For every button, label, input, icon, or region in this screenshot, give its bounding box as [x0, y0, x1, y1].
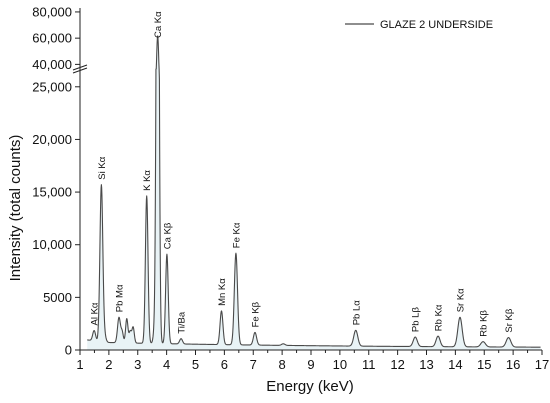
x-tick-label: 7 — [250, 357, 257, 372]
peak-label: Sr Kβ — [504, 308, 515, 332]
y-tick-label: 5000 — [43, 290, 72, 305]
peak-label: Rb Kβ — [479, 310, 490, 337]
peak-label: Fe Kα — [231, 222, 242, 248]
spectrum-line — [86, 35, 541, 348]
peak-label: Mn Kα — [217, 278, 228, 306]
peak-label: K Kα — [142, 170, 153, 191]
y-tick-label: 60,000 — [32, 31, 72, 46]
peak-label: Pb Lα — [351, 300, 362, 326]
peak-label: Pb Lβ — [411, 307, 422, 333]
x-axis-title: Energy (keV) — [266, 378, 354, 395]
peak-label: Rb Kα — [434, 304, 445, 331]
x-tick-label: 14 — [448, 357, 462, 372]
x-tick-label: 3 — [134, 357, 141, 372]
x-tick-label: 9 — [307, 357, 314, 372]
y-tick-label: 25,000 — [32, 79, 72, 94]
x-tick-label: 15 — [477, 357, 491, 372]
x-tick-label: 5 — [192, 357, 199, 372]
spectrum-curve-layer — [86, 35, 541, 348]
y-axis-title: Intensity (total counts) — [7, 135, 24, 282]
peak-label: Ca Kβ — [162, 222, 173, 249]
axis-break-mark — [72, 67, 88, 74]
x-tick-label: 11 — [362, 357, 376, 372]
peak-label: Sr Kα — [456, 288, 467, 312]
legend: GLAZE 2 UNDERSIDE — [345, 19, 493, 31]
y-tick-label: 0 — [65, 343, 72, 358]
peak-label: Ti/Ba — [177, 311, 188, 334]
y-tick-label: 20,000 — [32, 132, 72, 147]
x-tick-label: 13 — [419, 357, 433, 372]
peak-label: Si Kα — [97, 156, 108, 179]
peak-label: Al Kα — [90, 302, 101, 325]
x-tick-label: 6 — [221, 357, 228, 372]
peak-label: Ca Kα — [153, 11, 164, 38]
x-tick-label: 10 — [333, 357, 347, 372]
x-tick-label: 2 — [105, 357, 112, 372]
legend-label: GLAZE 2 UNDERSIDE — [380, 19, 493, 31]
x-tick-label: 4 — [163, 357, 170, 372]
x-tick-label: 1 — [76, 357, 83, 372]
peak-labels-layer: Al Kα Si Kα Pb Mα K Kα Ca Kα Ca Kβ Ti/Ba Mn Kα F… — [90, 11, 515, 337]
axis-break-mark — [72, 64, 88, 71]
x-tick-label: 16 — [506, 357, 520, 372]
y-tick-label: 15,000 — [32, 185, 72, 200]
peak-label: Pb Mα — [115, 284, 126, 312]
y-tick-label: 10,000 — [32, 237, 72, 252]
x-tick-label: 17 — [535, 357, 549, 372]
peak-label: Fe Kβ — [251, 301, 262, 327]
y-tick-label: 80,000 — [32, 4, 72, 19]
x-tick-label: 12 — [390, 357, 404, 372]
ticks-layer: 1 2 3 4 5 6 7 8 9 10 11 12 13 14 15 16 170500010,00015,0… — [32, 4, 549, 372]
x-tick-label: 8 — [279, 357, 286, 372]
y-tick-label: 40,000 — [32, 57, 72, 72]
